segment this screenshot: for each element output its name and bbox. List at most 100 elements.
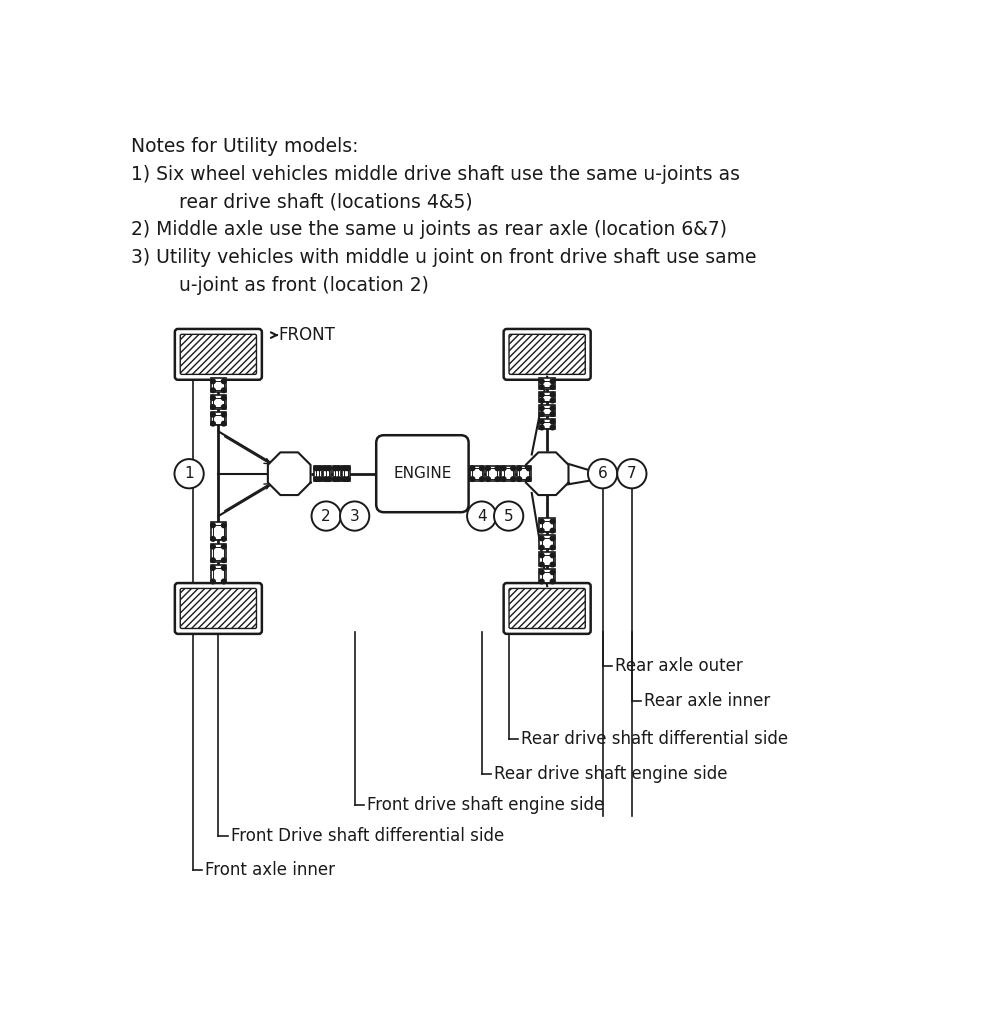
Bar <box>213 547 224 560</box>
Circle shape <box>323 477 328 481</box>
Text: Rear axle outer: Rear axle outer <box>615 657 743 675</box>
Bar <box>472 469 482 479</box>
Circle shape <box>494 502 523 530</box>
Circle shape <box>539 426 544 430</box>
Circle shape <box>345 466 350 471</box>
Circle shape <box>550 570 555 575</box>
Circle shape <box>221 396 226 400</box>
Circle shape <box>211 558 215 562</box>
Bar <box>344 469 348 479</box>
Circle shape <box>221 421 226 426</box>
Circle shape <box>511 466 515 471</box>
Circle shape <box>486 466 490 471</box>
Text: rear drive shaft (locations 4&5): rear drive shaft (locations 4&5) <box>131 192 473 212</box>
Circle shape <box>333 466 337 471</box>
Circle shape <box>327 477 331 481</box>
Text: Notes for Utility models:: Notes for Utility models: <box>131 137 359 156</box>
Bar <box>488 469 497 479</box>
Bar <box>323 466 331 481</box>
Text: 3: 3 <box>350 509 360 523</box>
Circle shape <box>467 502 496 530</box>
Circle shape <box>333 477 337 481</box>
Bar <box>542 555 553 564</box>
FancyBboxPatch shape <box>180 588 256 628</box>
Circle shape <box>211 405 215 409</box>
Text: Rear drive shaft differential side: Rear drive shaft differential side <box>521 730 788 748</box>
Text: 7: 7 <box>627 467 637 481</box>
Bar <box>517 466 531 481</box>
Bar <box>213 567 224 582</box>
Bar <box>542 539 553 548</box>
Circle shape <box>539 379 544 383</box>
Bar <box>213 398 224 407</box>
Circle shape <box>517 466 522 471</box>
Text: ENGINE: ENGINE <box>393 467 452 481</box>
Circle shape <box>550 519 555 523</box>
Text: u-joint as front (location 2): u-joint as front (location 2) <box>131 276 429 295</box>
Circle shape <box>221 565 226 571</box>
Circle shape <box>550 528 555 533</box>
Circle shape <box>495 477 500 481</box>
Circle shape <box>539 553 544 557</box>
Circle shape <box>550 393 555 397</box>
Circle shape <box>336 477 341 481</box>
Circle shape <box>501 477 506 481</box>
Circle shape <box>539 562 544 566</box>
FancyBboxPatch shape <box>509 334 585 374</box>
Circle shape <box>539 528 544 533</box>
Circle shape <box>221 523 226 527</box>
Text: Front drive shaft engine side: Front drive shaft engine side <box>367 796 604 814</box>
Bar <box>539 536 555 549</box>
Circle shape <box>550 419 555 424</box>
Circle shape <box>550 545 555 550</box>
Bar <box>542 521 553 530</box>
Circle shape <box>539 419 544 424</box>
Circle shape <box>526 477 531 481</box>
FancyBboxPatch shape <box>504 329 591 379</box>
Circle shape <box>550 426 555 430</box>
Circle shape <box>221 558 226 562</box>
Circle shape <box>539 579 544 584</box>
Bar <box>542 421 553 428</box>
Bar <box>539 418 555 429</box>
FancyBboxPatch shape <box>504 583 591 634</box>
Circle shape <box>550 536 555 541</box>
Bar <box>213 381 224 391</box>
Bar <box>211 395 226 408</box>
Bar <box>333 466 341 481</box>
Bar <box>486 466 500 481</box>
Text: 5: 5 <box>504 509 513 523</box>
Circle shape <box>211 565 215 571</box>
Circle shape <box>336 466 341 471</box>
Circle shape <box>221 579 226 584</box>
Circle shape <box>539 393 544 397</box>
Circle shape <box>314 477 318 481</box>
Text: 2) Middle axle use the same u joints as rear axle (location 6&7): 2) Middle axle use the same u joints as … <box>131 220 727 240</box>
Circle shape <box>340 502 369 530</box>
Bar <box>211 411 226 426</box>
Circle shape <box>550 379 555 383</box>
Circle shape <box>317 466 322 471</box>
Circle shape <box>486 477 490 481</box>
Circle shape <box>539 570 544 575</box>
Circle shape <box>342 477 347 481</box>
Circle shape <box>495 466 500 471</box>
Text: Front Drive shaft differential side: Front Drive shaft differential side <box>231 827 504 845</box>
Circle shape <box>312 502 341 530</box>
Circle shape <box>211 379 215 383</box>
Circle shape <box>345 477 350 481</box>
Circle shape <box>617 460 646 488</box>
Bar <box>335 469 338 479</box>
Bar <box>539 570 555 583</box>
Circle shape <box>327 466 331 471</box>
Circle shape <box>588 460 617 488</box>
Bar <box>211 378 226 392</box>
Circle shape <box>539 536 544 541</box>
Bar <box>539 405 555 415</box>
Circle shape <box>480 477 484 481</box>
Bar <box>316 469 319 479</box>
Text: 6: 6 <box>598 467 607 481</box>
Bar <box>470 466 484 481</box>
Bar <box>504 469 513 479</box>
Circle shape <box>221 412 226 417</box>
